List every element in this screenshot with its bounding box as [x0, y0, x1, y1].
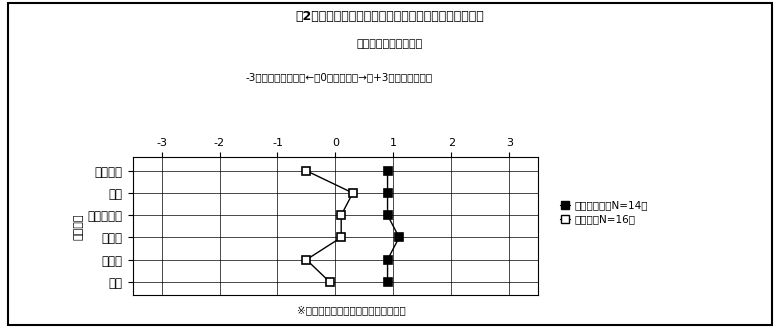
Legend: 牧草多給型（N=14）, 慣行型（N=16）: 牧草多給型（N=14）, 慣行型（N=16）: [559, 200, 647, 225]
Text: 図2　販売・加工・調理の専門家による短角牛肉の評価: 図2 販売・加工・調理の専門家による短角牛肉の評価: [296, 10, 484, 23]
Y-axis label: 評価項目: 評価項目: [74, 213, 83, 239]
Text: -3（非常に悪い）　←　0（普通）　→　+3（非常によい）: -3（非常に悪い） ← 0（普通） → +3（非常によい）: [246, 72, 433, 82]
Text: （７段階評価による）: （７段階評価による）: [357, 39, 423, 49]
Text: ※「香り」を除き１％の危険率で有意: ※「香り」を除き１％の危険率で有意: [296, 305, 406, 315]
